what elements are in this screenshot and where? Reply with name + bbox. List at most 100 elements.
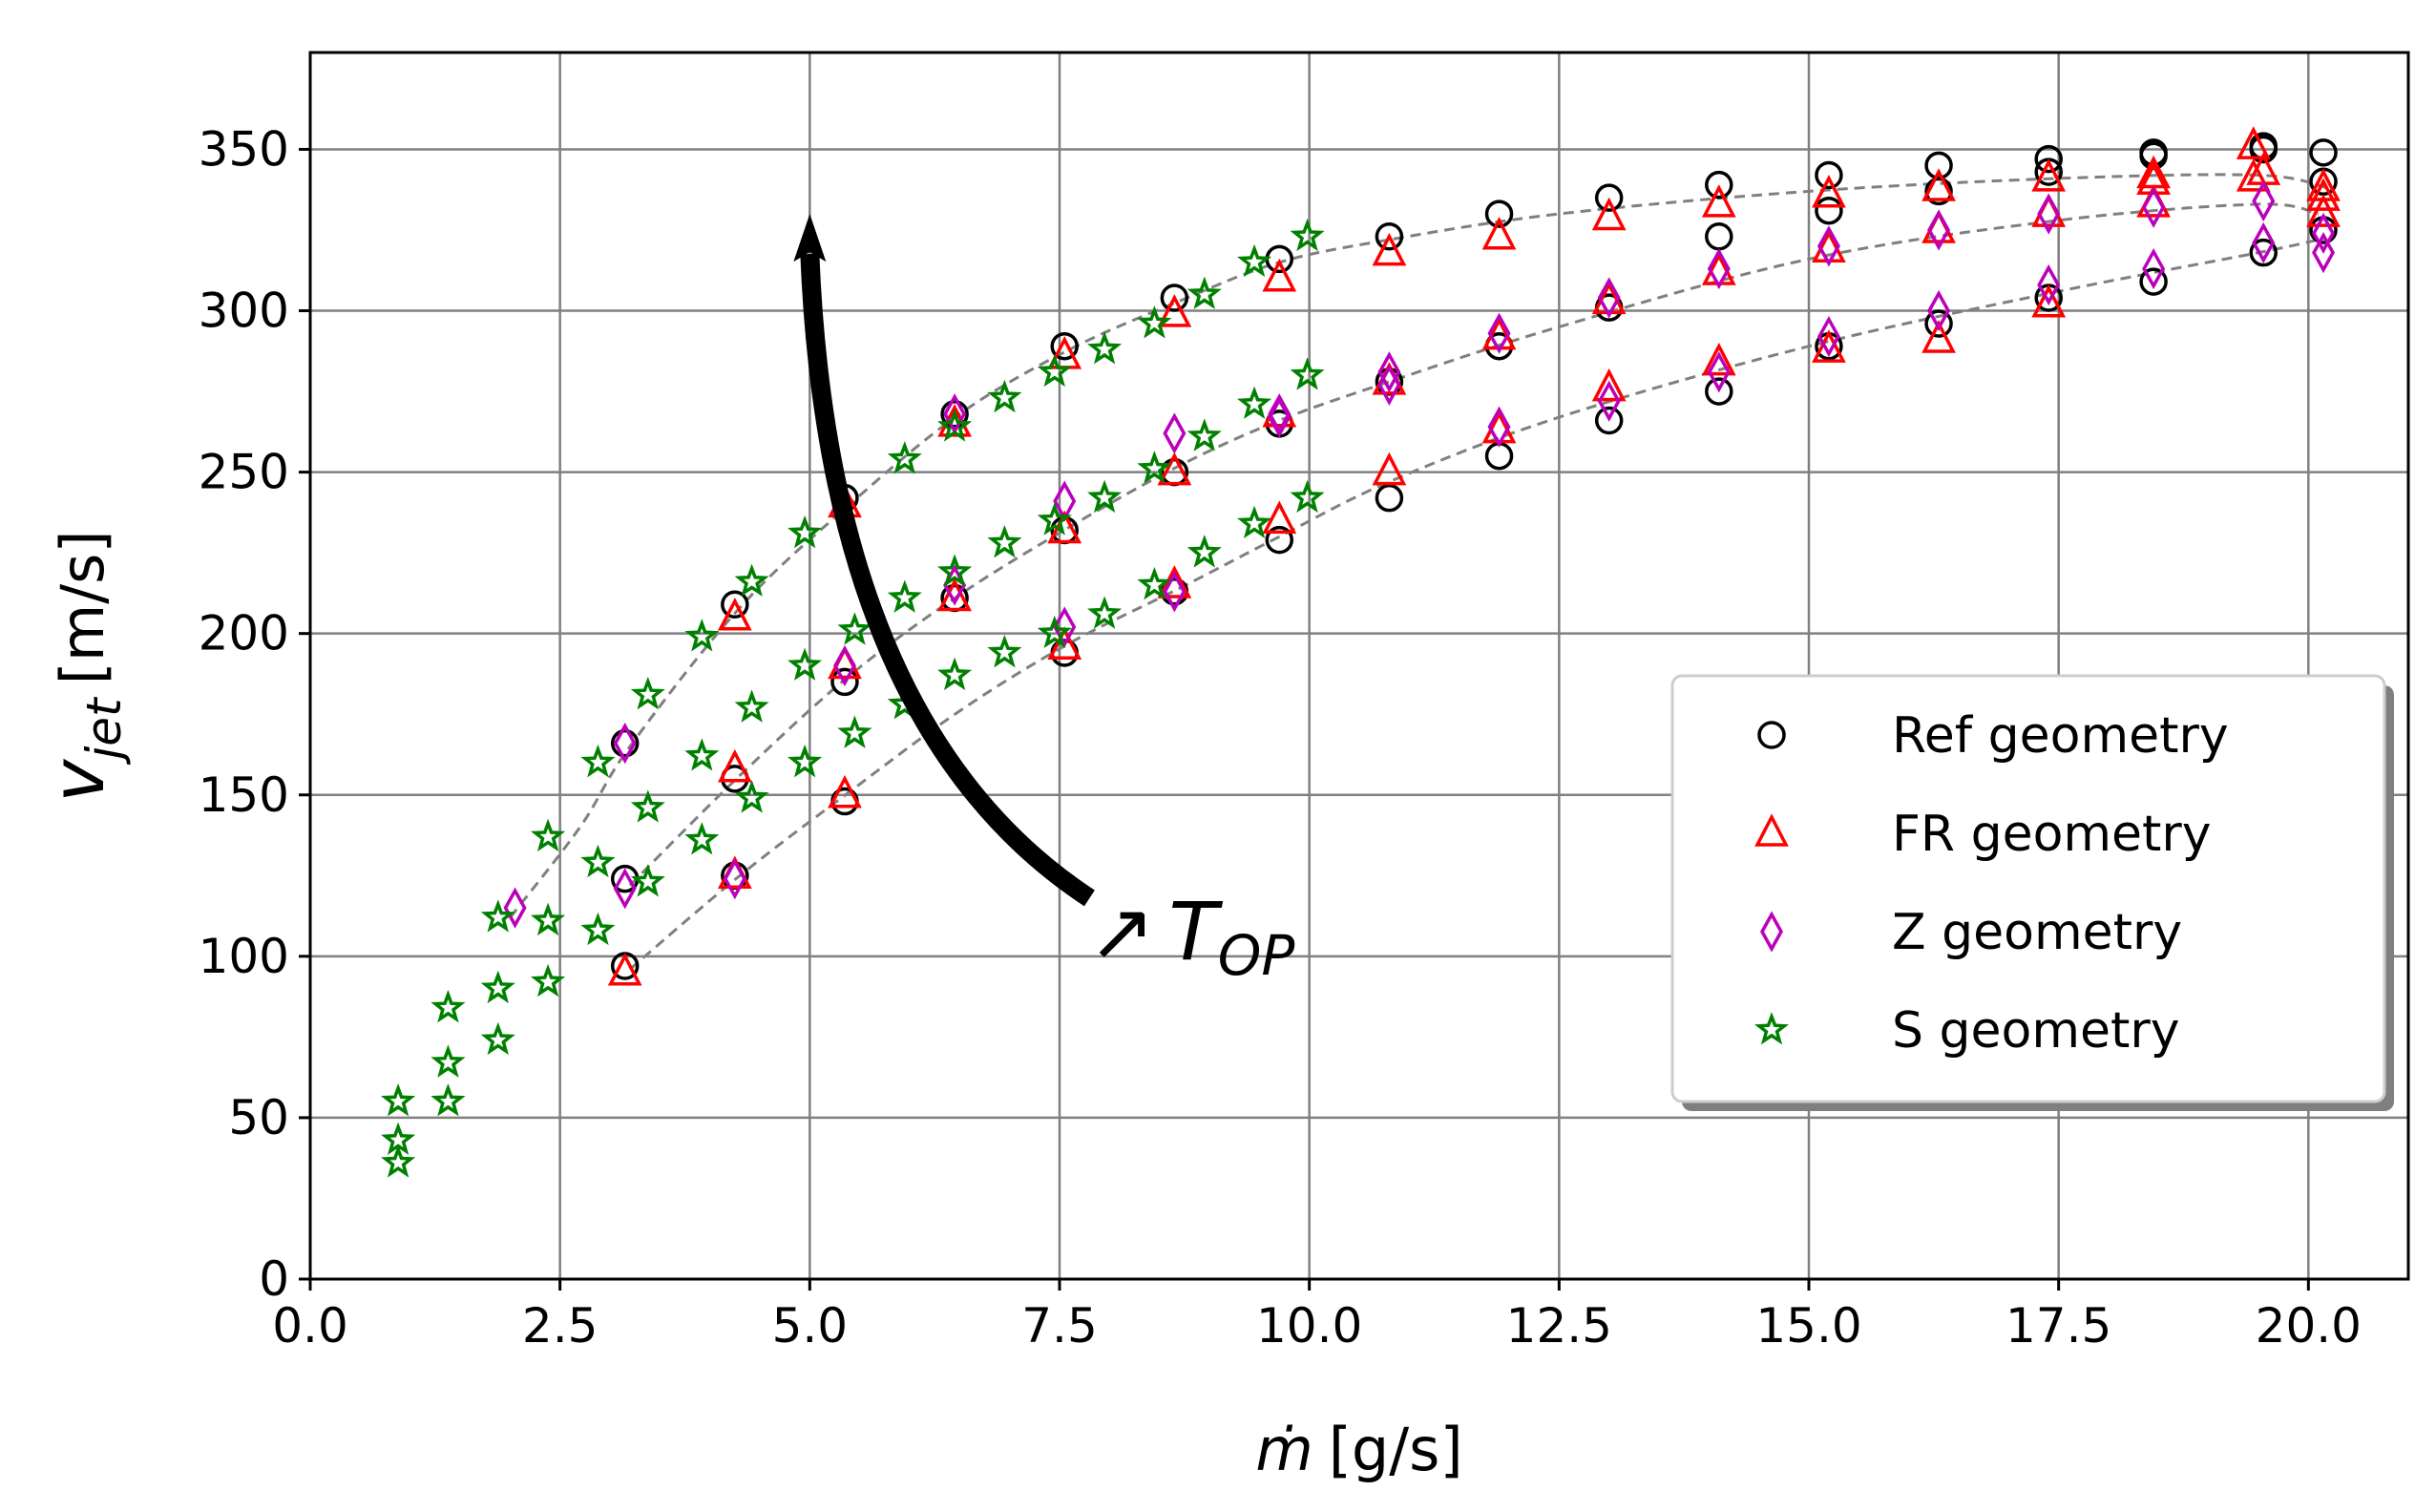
point-s <box>430 989 466 1023</box>
point-s <box>1037 502 1072 536</box>
point-s <box>734 689 769 723</box>
point-fr <box>2236 158 2271 192</box>
point-z <box>1163 412 1186 454</box>
point-fr <box>607 952 642 986</box>
legend-label-z: Z geometry <box>1892 904 2182 961</box>
point-ref <box>1375 483 1404 513</box>
point-s <box>580 912 616 946</box>
annotation-arrow-glyph: ↗ <box>1088 885 1155 978</box>
point-ref <box>1705 170 1733 200</box>
point-s <box>788 744 823 778</box>
point-s <box>1290 218 1325 252</box>
point-ref <box>2034 144 2063 174</box>
point-fr <box>717 597 752 631</box>
point-ref <box>830 667 859 697</box>
point-ref <box>2249 238 2278 267</box>
point-fr <box>1157 294 1192 327</box>
point-z <box>1597 380 1621 422</box>
point-fr <box>2306 168 2341 201</box>
point-s <box>1186 535 1222 568</box>
point-s <box>1237 386 1272 419</box>
y-tick-label: 100 <box>199 929 289 984</box>
point-ref <box>2249 135 2278 164</box>
point-z <box>1487 406 1511 448</box>
point-s <box>381 1144 416 1178</box>
point-fr <box>717 748 752 783</box>
point-s <box>987 635 1022 668</box>
point-s <box>1037 615 1072 649</box>
point-s <box>531 902 566 936</box>
point-z <box>503 887 527 929</box>
point-z <box>1268 396 1292 438</box>
point-fr <box>828 774 862 808</box>
point-ref <box>1594 183 1624 212</box>
point-s <box>734 780 769 813</box>
point-fr <box>2136 155 2171 189</box>
point-ref <box>1375 222 1404 251</box>
x-tick-label: 12.5 <box>1506 1298 1612 1354</box>
y-tick-label: 350 <box>199 121 289 177</box>
point-s <box>1290 357 1325 390</box>
point-s <box>480 970 515 1004</box>
x-tick-label: 2.5 <box>522 1298 598 1354</box>
annotation-subscript: OP <box>1218 923 1295 988</box>
point-fr <box>1701 184 1736 218</box>
x-tick-label: 17.5 <box>2006 1298 2111 1354</box>
point-fr <box>2031 284 2067 318</box>
point-z <box>1816 315 1840 358</box>
point-fr <box>1262 258 1297 292</box>
series-s <box>381 218 1325 1178</box>
point-s <box>1237 505 1272 539</box>
point-s <box>684 822 720 855</box>
x-tick-label: 0.0 <box>272 1298 348 1354</box>
y-tick-label: 50 <box>228 1090 289 1145</box>
point-fr <box>2306 178 2341 211</box>
data-points <box>381 126 2341 1178</box>
point-s <box>480 1021 515 1056</box>
arrow-shaft <box>800 253 1095 907</box>
point-s <box>1087 596 1123 629</box>
point-z <box>1707 247 1731 290</box>
point-z <box>1927 209 1951 251</box>
point-s <box>1237 243 1272 278</box>
legend-marker-s <box>1754 1012 1790 1045</box>
point-ref <box>1815 160 1843 190</box>
y-tick-label: 250 <box>199 445 289 500</box>
point-ref <box>1160 284 1189 312</box>
point-z <box>2142 186 2166 228</box>
point-s <box>1137 567 1172 600</box>
point-z <box>1377 351 1401 393</box>
point-ref <box>1924 309 1953 338</box>
point-z <box>1377 364 1401 406</box>
point-s <box>531 818 566 852</box>
legend: Ref geometry FR geometry Z geometry S geome… <box>1670 674 2394 1111</box>
point-s <box>937 657 973 691</box>
legend-label-s: S geometry <box>1892 1002 2180 1060</box>
x-tick-label: 5.0 <box>772 1298 849 1354</box>
x-axis-symbol: ṁ <box>1255 1415 1312 1484</box>
axis-ticks: 0.0 2.5 5.0 7.5 10.0 12.5 15.0 17.5 20.0 0 50 100 15… <box>199 121 2362 1354</box>
point-z <box>613 868 637 910</box>
point-ref <box>940 399 969 429</box>
series-fr <box>607 126 2341 986</box>
point-s <box>1186 418 1222 452</box>
x-axis-unit: [g/s] <box>1329 1415 1463 1484</box>
point-z <box>2312 212 2336 254</box>
point-s <box>1037 353 1072 388</box>
point-s <box>1290 479 1325 514</box>
point-z <box>1816 225 1840 267</box>
point-s <box>531 963 566 998</box>
point-s <box>987 525 1022 558</box>
point-z <box>2252 221 2276 264</box>
point-s <box>937 409 973 442</box>
y-axis-label: vjet [m/s] <box>35 530 132 802</box>
x-tick-label: 20.0 <box>2256 1298 2362 1354</box>
x-axis-label: ṁ [g/s] <box>1255 1415 1462 1484</box>
x-tick-label: 10.0 <box>1256 1298 1362 1354</box>
point-s <box>734 563 769 597</box>
point-z <box>2252 179 2276 222</box>
x-tick-label: 7.5 <box>1021 1298 1098 1354</box>
point-fr <box>1922 320 1956 353</box>
point-ref <box>610 728 640 758</box>
point-ref <box>1815 196 1843 225</box>
